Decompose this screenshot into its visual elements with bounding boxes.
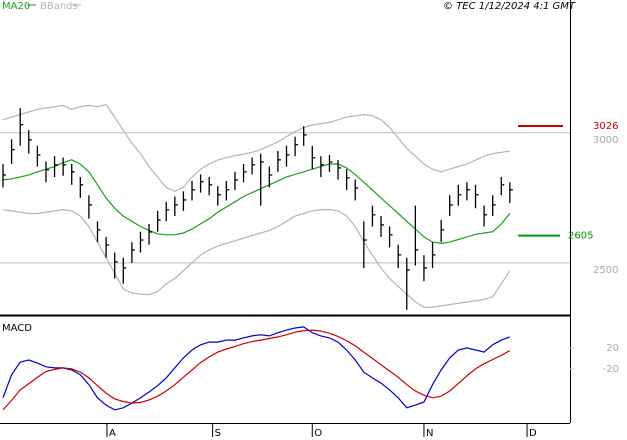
series-line <box>2 326 511 411</box>
series-line <box>2 329 511 411</box>
legend-entry: BBands <box>40 1 78 12</box>
x-tick-label: O <box>314 428 322 439</box>
x-tick-label: A <box>109 428 116 439</box>
legend-entry: MA20 <box>2 1 30 12</box>
reference-label: 2605 <box>568 231 593 242</box>
reference-label: 3026 <box>593 121 618 132</box>
x-tick-label: N <box>426 428 433 439</box>
y-tick-label: 3000 <box>593 135 618 146</box>
series-line <box>2 208 511 308</box>
panel-title: MACD <box>2 323 32 334</box>
y-tick-label: -20 <box>603 364 619 375</box>
y-tick-label: 20 <box>606 343 619 354</box>
copyright: © TEC 1/12/2024 4:1 GMT <box>443 1 576 12</box>
x-tick-label: D <box>529 428 537 439</box>
x-tick-label: S <box>215 428 221 439</box>
series-line <box>2 159 511 245</box>
series-line <box>2 104 510 192</box>
y-tick-label: 2500 <box>593 265 618 276</box>
